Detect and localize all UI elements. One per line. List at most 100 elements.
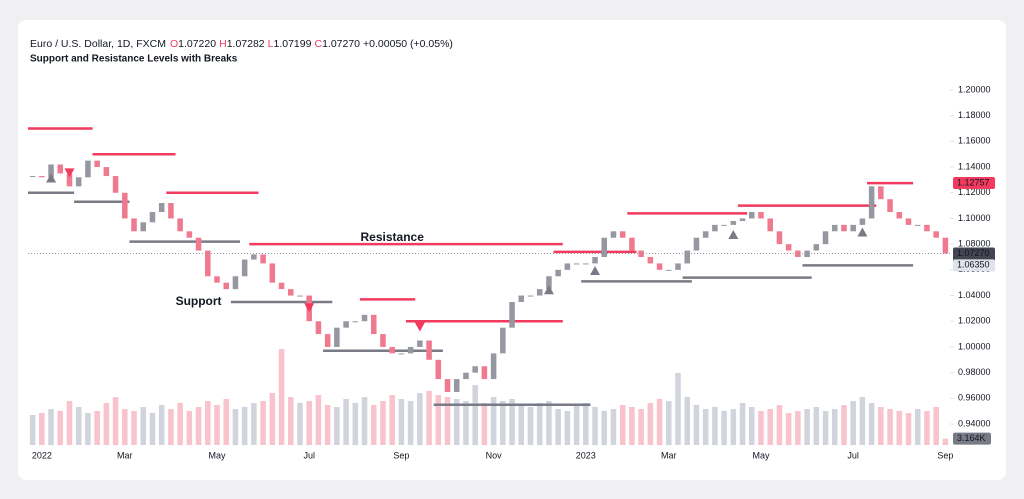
candle <box>629 237 635 251</box>
volume-bar <box>804 409 810 445</box>
candle <box>324 334 331 347</box>
candle <box>39 176 45 178</box>
volume-bar <box>546 401 552 445</box>
volume-bar <box>684 397 690 445</box>
candle <box>813 244 820 251</box>
volume-bar <box>702 409 709 445</box>
volume-bar <box>850 401 856 445</box>
volume-bar <box>868 403 875 445</box>
candle <box>297 295 303 297</box>
candle <box>260 254 266 264</box>
break-up-marker <box>46 173 57 183</box>
candle <box>619 231 626 238</box>
candle <box>795 250 801 258</box>
volume-bar <box>721 411 727 445</box>
x-tick-label: Sep <box>393 450 409 460</box>
candle <box>177 218 183 232</box>
volume-bar <box>140 407 147 445</box>
candle <box>435 359 442 380</box>
break-up-marker <box>590 266 601 276</box>
volume-bar <box>619 405 626 445</box>
volume-bar <box>730 409 737 445</box>
volume-bar <box>297 403 303 445</box>
volume-bar <box>712 407 718 445</box>
candle <box>232 276 239 290</box>
x-tick-label: Sep <box>937 450 953 460</box>
volume-bar <box>739 403 746 445</box>
candle <box>546 276 552 290</box>
candle <box>702 231 709 238</box>
volume-bar <box>186 411 193 445</box>
ohlc-value: 1.07220 <box>178 38 216 50</box>
candle <box>66 173 73 187</box>
candle <box>785 244 792 251</box>
candle <box>527 295 534 297</box>
ohlc-value: 1.07282 <box>227 38 265 50</box>
chart-title: Euro / U.S. Dollar, 1D, FXCM O1.07220 H1.0… <box>30 38 453 50</box>
volume-bar <box>887 409 893 445</box>
volume-bar <box>214 405 220 445</box>
volume-label-bg <box>953 432 991 445</box>
volume-bar <box>66 401 73 445</box>
x-tick-label: 2022 <box>32 450 52 460</box>
volume-bar <box>666 401 672 445</box>
volume-bar <box>914 409 921 445</box>
volume-bar <box>896 411 903 445</box>
volume-bar <box>758 411 764 445</box>
change: +0.00050 (+0.05%) <box>363 38 453 50</box>
x-tick-label: Jul <box>303 450 315 460</box>
break-down-marker <box>64 168 75 178</box>
candle <box>444 379 451 392</box>
x-tick-label: Mar <box>117 450 133 460</box>
volume-bar <box>767 409 773 445</box>
candle <box>887 199 893 213</box>
annotation: Support <box>176 294 222 308</box>
volume-bar <box>536 403 543 445</box>
candle <box>407 346 414 354</box>
candle <box>453 379 460 392</box>
candle <box>841 224 847 232</box>
volume-bar <box>583 403 589 445</box>
volume-bar <box>453 399 460 445</box>
candle <box>647 257 654 264</box>
volume-bar <box>288 397 294 445</box>
candle <box>103 167 110 177</box>
candle <box>776 231 783 245</box>
volume-bar <box>232 409 239 445</box>
ohlc-value: 1.07270 <box>322 38 360 50</box>
volume-bar <box>352 403 359 445</box>
candle <box>75 177 82 187</box>
candle <box>112 176 119 193</box>
break-up-marker <box>857 227 868 237</box>
candle <box>122 192 128 219</box>
y-tick-label: 1.20000 <box>958 84 991 94</box>
x-tick-label: Mar <box>661 450 677 460</box>
y-tick-label: 1.04000 <box>958 290 991 300</box>
candle <box>610 231 617 238</box>
break-down-marker <box>414 322 425 332</box>
volume-bar <box>131 411 137 445</box>
volume-bar <box>564 411 571 445</box>
volume-bar <box>831 409 838 445</box>
candle <box>656 263 663 270</box>
volume-bar <box>795 411 801 445</box>
candle <box>509 301 515 328</box>
candle <box>500 327 506 354</box>
volume-bar <box>158 405 165 445</box>
chart-card <box>18 20 1006 480</box>
volume-bar <box>398 399 405 445</box>
volume-bar <box>103 403 110 445</box>
volume-bar <box>878 407 884 445</box>
volume-bar <box>195 407 202 445</box>
candle <box>186 231 193 238</box>
ohlc-value: 1.07199 <box>274 38 312 50</box>
candle <box>48 164 54 178</box>
candle <box>158 203 165 213</box>
candle <box>370 314 377 335</box>
candle <box>426 340 432 360</box>
candle <box>278 282 285 290</box>
candle <box>601 237 608 258</box>
volume-bar <box>241 407 248 445</box>
volume-bar <box>555 409 561 445</box>
candle <box>767 218 773 232</box>
